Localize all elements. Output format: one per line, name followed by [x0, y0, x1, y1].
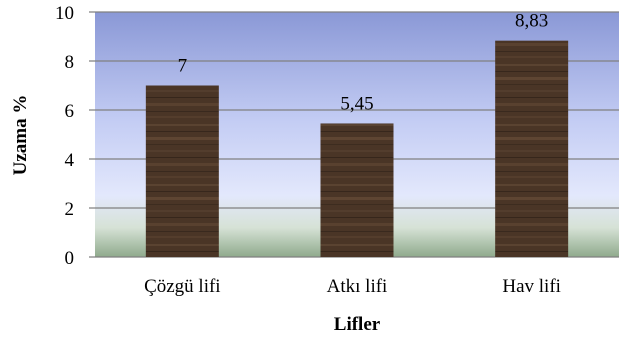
category-label: Hav lifi [502, 276, 561, 297]
y-axis-ticks: 0 2 4 6 8 10 [55, 3, 75, 269]
bar [145, 85, 219, 257]
y-tick-label: 0 [65, 248, 75, 269]
y-tick-label: 10 [55, 3, 74, 24]
y-tick-label: 4 [65, 150, 75, 171]
category-label: Çözgü lifi [144, 276, 221, 297]
x-axis-title: Lifler [334, 314, 381, 335]
y-tick-label: 2 [65, 199, 75, 220]
bar [320, 123, 394, 257]
y-axis-title: Uzama % [10, 95, 31, 176]
y-tick-label: 6 [65, 101, 75, 122]
category-labels: Çözgü lifi Atkı lifi Hav lifi [144, 276, 561, 297]
data-label: 8,83 [515, 11, 548, 32]
bar [495, 40, 569, 257]
data-label: 5,45 [340, 93, 373, 114]
bars [145, 40, 569, 257]
data-label: 7 [178, 56, 188, 77]
data-labels: 7 5,45 8,83 [178, 11, 549, 115]
category-label: Atkı lifi [327, 276, 388, 297]
y-tick-label: 8 [65, 52, 75, 73]
